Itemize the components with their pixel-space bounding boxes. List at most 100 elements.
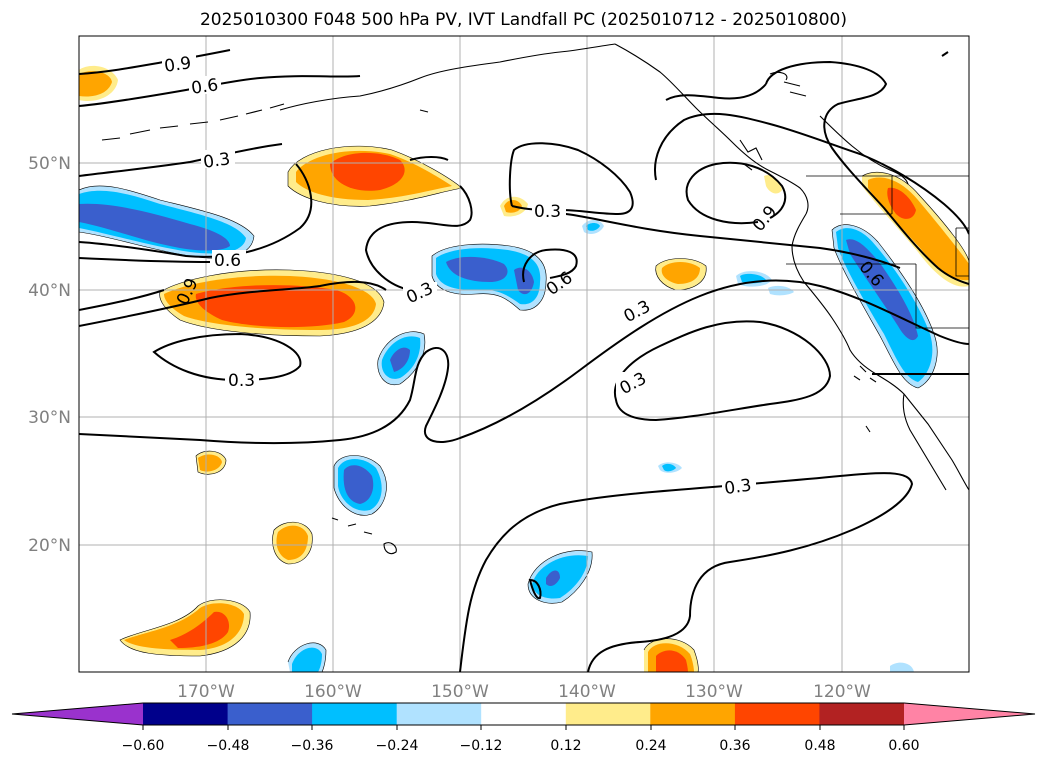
- contour-label: 0.9: [163, 53, 193, 77]
- contour-line: [522, 248, 578, 283]
- lon-label: 160°W: [304, 682, 362, 702]
- anomaly-patch: [343, 465, 374, 504]
- anomaly-patch: [586, 223, 600, 231]
- anomaly-patch: [546, 570, 560, 586]
- lat-label: 30°N: [28, 408, 71, 428]
- contour-line: [79, 143, 283, 177]
- contour-label: 0.6: [214, 251, 241, 271]
- anomaly-patch: [662, 463, 676, 472]
- contour-label: 0.3: [534, 202, 561, 222]
- cb-tick-label: −0.24: [376, 738, 419, 754]
- colorbar-segments: [12, 703, 1035, 725]
- colorbar: −0.60 −0.48 −0.36 −0.24 −0.12 0.12 0.24 …: [11, 702, 1036, 754]
- colorbar-extend-low: [12, 703, 143, 725]
- contour-lines: [79, 49, 969, 672]
- contour-line: [409, 156, 449, 161]
- anomaly-patch: [276, 525, 308, 560]
- contour-label: 0.3: [228, 371, 255, 391]
- anomaly-patch: [330, 152, 405, 191]
- lon-label: 150°W: [431, 682, 489, 702]
- cb-tick-label: −0.48: [207, 738, 250, 754]
- anomaly-patch: [532, 555, 588, 599]
- contour-label-bg: [225, 370, 259, 388]
- colorbar-extend-high: [904, 703, 1035, 725]
- outline-path: [831, 224, 938, 389]
- contour-line: [765, 60, 969, 285]
- contour-line: [685, 161, 787, 225]
- outline-path: [119, 599, 251, 657]
- contour-line: [613, 320, 832, 422]
- anomaly-patch: [195, 285, 356, 328]
- outline-path: [333, 455, 387, 516]
- state-border: [786, 175, 969, 329]
- positive-anomaly-fields: [79, 65, 969, 672]
- contour-line: [528, 578, 542, 600]
- contour-line: [364, 185, 473, 291]
- cb-tick-label: −0.12: [460, 738, 503, 754]
- contour-label-bg: [620, 300, 654, 318]
- coastlines: [101, 43, 969, 555]
- contour-line: [459, 472, 914, 672]
- contour-label: 0.3: [202, 149, 232, 173]
- contour-label-bg: [189, 76, 221, 94]
- cb-tick-label: 0.60: [888, 738, 919, 754]
- lon-label: 140°W: [558, 682, 616, 702]
- anomaly-patch: [661, 262, 700, 284]
- anomaly-patch: [79, 71, 112, 97]
- colorbar-segment: [481, 703, 567, 725]
- lat-label: 20°N: [28, 536, 71, 556]
- map-frame: [78, 35, 970, 673]
- lat-label: 40°N: [28, 281, 71, 301]
- latitude-labels: 50°N 40°N 30°N 20°N: [28, 154, 71, 556]
- colorbar-segment: [734, 703, 820, 725]
- contour-label-bg: [532, 202, 566, 220]
- bc-coast: [819, 115, 909, 185]
- contour-label: 0.6: [190, 75, 220, 99]
- contour-label-bg: [201, 150, 235, 168]
- anomaly-patch: [656, 650, 688, 672]
- cb-tick-label: 0.36: [719, 738, 750, 754]
- contour-label-bg: [212, 250, 246, 268]
- cb-tick-label: −0.36: [291, 738, 334, 754]
- alaska-coast: [614, 43, 809, 215]
- colorbar-tick-labels: −0.60 −0.48 −0.36 −0.24 −0.12 0.12 0.24 …: [122, 738, 920, 754]
- outline-path: [655, 258, 707, 291]
- contour-line: [665, 83, 767, 101]
- contour-label-bg: [722, 476, 756, 494]
- cb-tick-label: 0.12: [550, 738, 581, 754]
- hawaii-islands: [331, 517, 397, 555]
- anomaly-patch: [446, 256, 508, 282]
- anomaly-patch: [890, 662, 914, 672]
- cb-tick-label: −0.60: [122, 738, 165, 754]
- contour-label: 0.3: [723, 476, 753, 500]
- outline-path: [79, 185, 255, 259]
- coast-fragment: [853, 365, 877, 433]
- colorbar-segment: [650, 703, 736, 725]
- contour-line: [537, 211, 901, 269]
- lon-label: 130°W: [685, 682, 743, 702]
- anomaly-patch: [390, 347, 410, 372]
- outline-path: [287, 642, 327, 672]
- contour-label-bg: [616, 372, 650, 390]
- outline-path: [861, 171, 969, 263]
- baja-coast: [902, 393, 947, 491]
- colorbar-segment: [819, 703, 905, 725]
- figure-title: 2025010300 F048 500 hPa PV, IVT Landfall…: [199, 10, 847, 30]
- colorbar-segment: [312, 703, 398, 725]
- contour-line: [79, 257, 211, 263]
- anomaly-patch: [768, 285, 794, 296]
- cb-tick-label: 0.24: [635, 738, 666, 754]
- lon-label: 120°W: [813, 682, 871, 702]
- alaska-coast: [279, 43, 616, 111]
- contour-line: [79, 280, 387, 327]
- cb-tick-label: 0.48: [804, 738, 835, 754]
- longitude-labels: 170°W 160°W 150°W 140°W 130°W 120°W: [177, 682, 871, 702]
- colorbar-segment: [227, 703, 313, 725]
- outline-path: [431, 243, 547, 311]
- contour-line: [654, 112, 969, 235]
- colorbar-segment: [396, 703, 482, 725]
- contour-label-bg: [162, 54, 196, 72]
- anomaly-patch: [764, 174, 782, 194]
- contour-label-bg: [403, 282, 437, 300]
